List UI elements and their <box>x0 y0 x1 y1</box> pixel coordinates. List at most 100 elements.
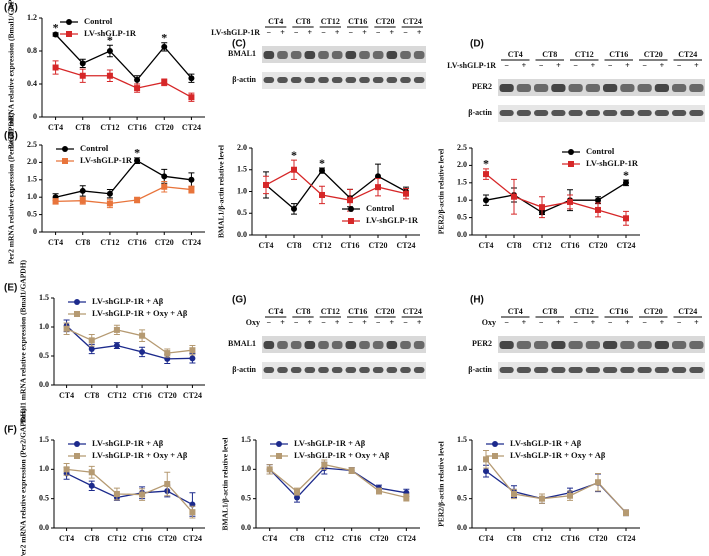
marker <box>276 453 282 459</box>
marker <box>113 490 120 497</box>
blot-row-label: β-actin <box>468 108 492 117</box>
significance-label: * <box>161 31 167 45</box>
significance-label: * <box>623 168 629 182</box>
marker <box>188 186 195 193</box>
blot-sign: − <box>321 318 326 327</box>
legend-label: LV-shGLP-1R + Aβ <box>92 438 164 448</box>
marker <box>188 176 195 183</box>
blot-band <box>585 110 600 116</box>
x-tick-label: CT16 <box>560 534 579 543</box>
significance-label: * <box>483 157 489 171</box>
blot-band <box>386 341 398 349</box>
marker <box>164 350 171 357</box>
x-tick-label: CT12 <box>107 534 126 543</box>
y-tick-label: 1.0 <box>39 464 49 473</box>
blot-background <box>498 336 705 353</box>
marker <box>347 197 353 204</box>
blot-band <box>318 77 329 83</box>
blot-sign: + <box>522 318 527 327</box>
marker <box>189 347 196 354</box>
x-tick-label: CT12 <box>532 241 551 250</box>
x-tick-label: CT8 <box>506 534 521 543</box>
blot-band <box>516 341 531 349</box>
y-tick-label: 2.5 <box>27 140 37 149</box>
y-axis-label: PER2/β-actin relative level <box>437 441 446 526</box>
blot-band <box>400 341 411 349</box>
panel-label: (F) <box>4 425 17 436</box>
x-tick-label: CT8 <box>75 123 90 132</box>
legend-label: LV-shGLP-1R + Oxy + Aβ <box>92 308 188 318</box>
x-tick-label: CT16 <box>340 241 359 250</box>
y-tick-label: 0.5 <box>241 493 251 502</box>
blot-band <box>277 51 288 59</box>
marker <box>595 197 601 204</box>
blot-sign: − <box>573 318 578 327</box>
marker <box>139 348 146 355</box>
y-tick-label: 1.5 <box>237 165 247 174</box>
blot-sign: − <box>677 61 682 70</box>
blot-band <box>568 367 583 373</box>
y-axis-label: Per2 mRNA relative expression (Per2/GAPD… <box>19 408 28 556</box>
legend-label: Control <box>84 16 113 26</box>
marker <box>106 200 113 207</box>
blot-sign: + <box>280 28 285 37</box>
legend-label: Control <box>80 143 109 153</box>
blot-band <box>400 77 411 83</box>
blot-band <box>318 341 329 349</box>
line-chart: (E) 0.0 0.5 1.0 1.5 CT4 CT8 CT12 CT16 CT20 CT24 Bma… <box>4 259 205 423</box>
y-tick-label: 2.5 <box>457 143 467 152</box>
blot-band <box>654 341 669 349</box>
blot-band <box>304 77 316 83</box>
blot-band <box>534 110 549 116</box>
blot-sign: − <box>376 318 381 327</box>
blot-band <box>263 341 275 349</box>
marker <box>319 167 325 174</box>
marker <box>134 196 141 203</box>
line-chart: 0.0 0.5 1.0 1.5 CT4 CT8 CT12 CT16 CT20 CT24 BMAL1/… <box>221 435 420 543</box>
blot-band <box>672 367 687 373</box>
x-tick-label: CT4 <box>59 391 74 400</box>
blot-column-label: CT12 <box>321 17 340 26</box>
blot-band <box>551 110 566 116</box>
marker <box>63 466 70 473</box>
legend-label: LV-shGLP-1R + Oxy + Aβ <box>294 450 390 460</box>
y-axis-label: BMAL1/β-actin relative level <box>221 438 230 531</box>
blot-band <box>386 51 398 59</box>
legend-label: LV-shGLP-1R + Aβ <box>92 296 164 306</box>
blot-band <box>689 367 704 373</box>
blot-column-label: CT8 <box>542 307 557 316</box>
blot-sign: − <box>608 318 613 327</box>
marker <box>294 488 300 495</box>
x-tick-label: CT16 <box>133 391 152 400</box>
marker <box>623 179 629 186</box>
blot-column-label: CT4 <box>268 307 283 316</box>
marker <box>483 197 489 204</box>
x-tick-label: CT8 <box>506 241 521 250</box>
blot-band <box>413 367 425 373</box>
blot-sign: + <box>417 28 422 37</box>
blot-band <box>499 367 514 373</box>
blot-column-label: CT8 <box>295 307 310 316</box>
x-tick-label: CT4 <box>258 241 273 250</box>
blot-sign: + <box>660 318 665 327</box>
blot-band <box>603 84 618 92</box>
blot-band <box>568 341 583 349</box>
marker <box>134 85 141 92</box>
marker <box>623 509 629 516</box>
series-line <box>265 168 407 201</box>
blot-band <box>620 84 635 92</box>
blot-band <box>304 341 316 349</box>
y-tick-label: 0.5 <box>457 212 467 221</box>
blot-band <box>654 84 669 92</box>
blot-column-label: CT8 <box>542 50 557 59</box>
marker <box>63 325 70 332</box>
x-tick-label: CT8 <box>84 391 99 400</box>
blot-sign: − <box>608 61 613 70</box>
x-tick-label: CT4 <box>48 123 63 132</box>
x-tick-label: CT8 <box>286 241 301 250</box>
blot-band <box>400 367 411 373</box>
blot-band <box>263 367 275 373</box>
series-line <box>485 458 627 514</box>
